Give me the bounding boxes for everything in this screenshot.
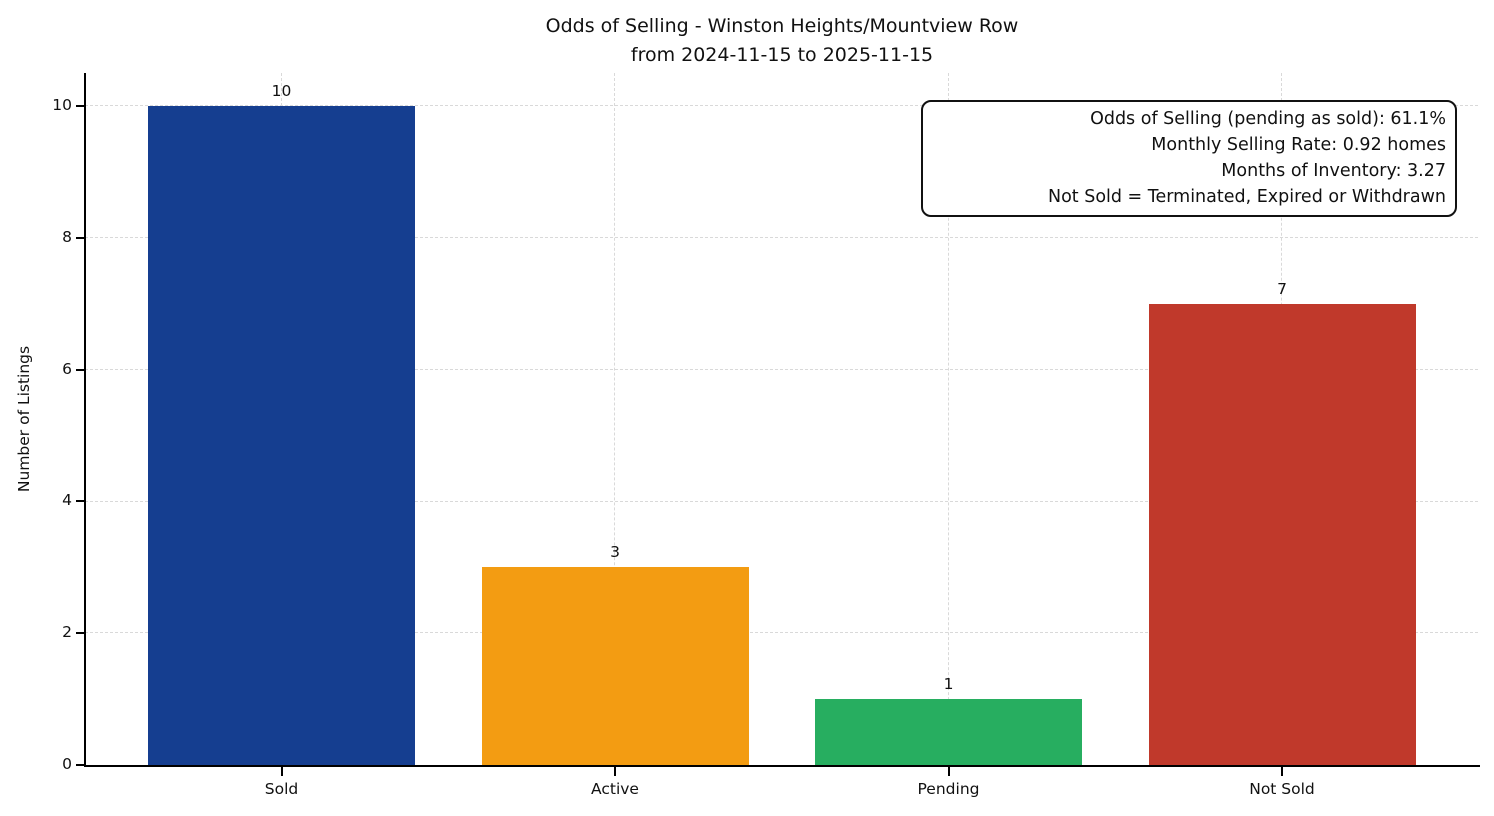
bar-active bbox=[481, 567, 749, 765]
x-axis-spine bbox=[84, 765, 1480, 767]
y-tick-mark bbox=[76, 104, 85, 107]
bar-pending bbox=[815, 699, 1082, 765]
gridline-h bbox=[85, 632, 1478, 634]
x-tick-label-not-sold: Not Sold bbox=[1249, 780, 1315, 798]
chart-title-line2: from 2024-11-15 to 2025-11-15 bbox=[630, 43, 934, 66]
bar-value-label-active: 3 bbox=[610, 543, 620, 562]
y-tick-label: 10 bbox=[52, 95, 72, 114]
y-tick-label: 0 bbox=[62, 755, 72, 773]
bar-sold bbox=[148, 105, 415, 765]
y-tick-label: 2 bbox=[62, 623, 72, 642]
annotation-monthly-selling-rate: Monthly Selling Rate: 0.92 homes bbox=[1151, 135, 1446, 155]
y-tick-mark bbox=[76, 764, 85, 766]
annotation-odds-of-selling: Odds of Selling (pending as sold): 61.1% bbox=[1090, 109, 1446, 129]
annotation-months-of-inventory: Months of Inventory: 3.27 bbox=[1221, 161, 1446, 181]
gridline-h bbox=[85, 237, 1478, 239]
y-tick-label: 4 bbox=[62, 491, 72, 510]
y-tick-label: 6 bbox=[62, 359, 72, 378]
x-tick-label-pending: Pending bbox=[917, 780, 980, 798]
chart-title: Odds of Selling - Winston Heights/Mountv… bbox=[85, 12, 1479, 69]
gridline-h bbox=[85, 368, 1478, 370]
stats-annotation-box: Odds of Selling (pending as sold): 61.1%… bbox=[921, 100, 1457, 217]
y-tick-mark bbox=[76, 632, 85, 635]
annotation-not-sold-definition: Not Sold = Terminated, Expired or Withdr… bbox=[1047, 187, 1446, 207]
gridline-v bbox=[947, 73, 949, 765]
bar-not-sold bbox=[1148, 303, 1416, 765]
x-tick-mark bbox=[614, 767, 616, 776]
gridline-h bbox=[85, 500, 1478, 502]
x-tick-label-active: Active bbox=[591, 780, 639, 798]
gridline-v bbox=[614, 73, 616, 765]
chart-title-line1: Odds of Selling - Winston Heights/Mountv… bbox=[545, 15, 1019, 37]
x-tick-mark bbox=[280, 767, 283, 776]
bar-value-label-sold: 10 bbox=[271, 81, 292, 100]
x-tick-mark bbox=[1281, 767, 1283, 776]
y-tick-mark bbox=[76, 500, 85, 503]
bar-value-label-pending: 1 bbox=[943, 675, 954, 694]
y-tick-mark bbox=[76, 236, 85, 239]
x-tick-label-sold: Sold bbox=[264, 780, 299, 798]
y-axis-spine bbox=[84, 73, 86, 767]
gridline-h bbox=[85, 105, 1478, 107]
y-tick-mark bbox=[76, 368, 85, 371]
x-tick-mark bbox=[947, 767, 950, 776]
bar-value-label-not-sold: 7 bbox=[1277, 279, 1287, 298]
y-tick-label: 8 bbox=[62, 227, 72, 246]
